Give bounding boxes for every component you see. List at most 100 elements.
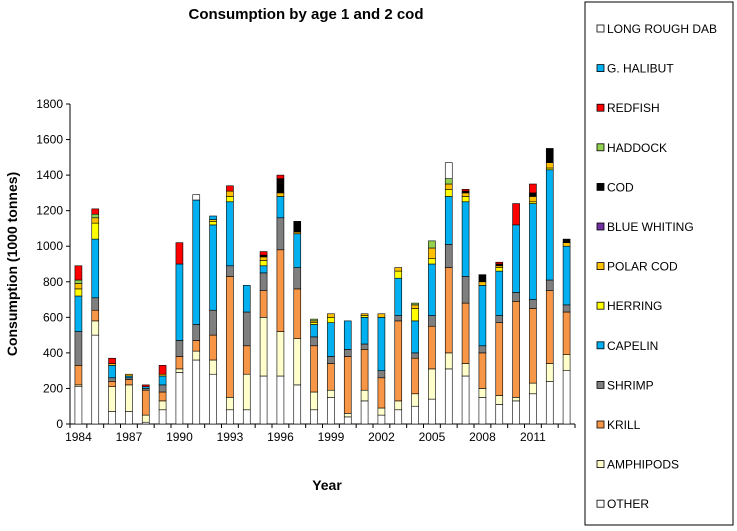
bar-segment-amphipods-2009 — [495, 395, 504, 405]
bar-segment-other-2002 — [377, 414, 386, 425]
bar-segment-redfish-1985 — [91, 208, 100, 215]
bar-segment-herring-2009 — [495, 267, 504, 272]
bar-segment-shrimp-1991 — [192, 324, 201, 341]
bar-segment-polar-cod-2007 — [461, 192, 470, 197]
bar-segment-other-1984 — [74, 386, 83, 425]
bar-segment-capelin-1997 — [293, 233, 302, 268]
bar-segment-krill-2006 — [444, 267, 453, 354]
bar-segment-capelin-1998 — [310, 324, 318, 338]
bar-segment-cod-1996 — [276, 178, 285, 194]
bar-segment-amphipods-2010 — [512, 397, 520, 402]
y-axis-ticks: 0 200 400 600 800 1000 1200 1400 1600 1800 — [36, 97, 70, 431]
bar-segment-other-2010 — [512, 400, 520, 425]
x-tick-label: 1987 — [116, 430, 143, 444]
bar-segment-polar-cod-1995 — [259, 256, 268, 261]
bar-segment-capelin-1989 — [158, 375, 167, 386]
bar-segment-capelin-1999 — [327, 322, 335, 357]
bar-segment-shrimp-2003 — [394, 315, 403, 322]
bar-segment-amphipods-2007 — [461, 363, 470, 377]
bar-segment-capelin-1990 — [175, 263, 184, 341]
bar-segment-polar-cod-2006 — [444, 183, 453, 190]
bar-segment-amphipods-1985 — [91, 320, 100, 336]
bar-segment-cod-2012 — [545, 148, 554, 163]
x-tick-label: 1999 — [318, 430, 345, 444]
x-tick-label: 2011 — [520, 430, 546, 444]
legend-swatch-redfish — [596, 103, 605, 112]
bar-segment-other-2001 — [360, 400, 369, 425]
bar-segment-krill-1998 — [310, 345, 318, 393]
bar-segment-other-1994 — [242, 409, 251, 425]
bar-segment-haddock-2004 — [411, 302, 419, 306]
bar-segment-capelin-2003 — [394, 277, 403, 316]
bar-segment-redfish-1989 — [158, 365, 167, 375]
x-tick-label: 2008 — [469, 430, 496, 444]
bar-segment-amphipods-1989 — [158, 400, 167, 411]
bar-segment-shrimp-1993 — [226, 265, 234, 277]
bar-segment-krill-1996 — [276, 249, 285, 332]
legend-swatch-capelin — [596, 341, 605, 350]
legend-label-amphipods: AMPHIPODS — [607, 458, 679, 472]
bar-segment-herring-1984 — [74, 288, 83, 297]
bar-segment-shrimp-1992 — [209, 309, 217, 336]
x-tick-label: 2002 — [368, 430, 395, 444]
bar-segment-polar-cod-1987 — [125, 373, 133, 377]
bar-segment-krill-2004 — [411, 357, 419, 395]
bar-segment-other-1991 — [192, 359, 201, 425]
bar-segment-amphipods-2005 — [428, 368, 436, 400]
y-tick-label: 1800 — [36, 97, 63, 111]
bar-segment-amphipods-2011 — [529, 382, 537, 395]
bar-segment-polar-cod-2003 — [394, 267, 403, 272]
bar-segment-other-1987 — [125, 411, 133, 425]
legend-swatch-polar-cod — [596, 262, 605, 271]
bar-segment-other-2009 — [495, 404, 504, 425]
bar-segment-haddock-1984 — [74, 279, 83, 284]
bar-segment-amphipods-1987 — [125, 384, 133, 412]
bar-segment-capelin-2006 — [444, 196, 453, 245]
bar-segment-polar-cod-2011 — [529, 196, 537, 203]
bar-segment-shrimp-2005 — [428, 315, 436, 327]
legend-label-other: OTHER — [607, 497, 649, 511]
bar-segment-shrimp-2006 — [444, 244, 453, 268]
bar-segment-other-1993 — [226, 409, 234, 425]
legend-label-haddock: HADDOCK — [607, 141, 667, 155]
bar-segment-other-2008 — [478, 397, 487, 425]
legend-swatch-blue-whiting — [596, 222, 605, 231]
bar-segment-redfish-1990 — [175, 242, 184, 265]
bar-segment-cod-2011 — [529, 192, 537, 197]
bar-segment-krill-1994 — [242, 345, 251, 375]
bar-segment-polar-cod-2013 — [562, 242, 571, 247]
bar-segment-cod-2013 — [562, 238, 571, 243]
bar-segment-herring-1992 — [209, 221, 217, 226]
bar-segment-haddock-2005 — [428, 240, 436, 249]
bar-segment-shrimp-1996 — [276, 217, 285, 251]
bar-segment-polar-cod-1985 — [91, 217, 100, 224]
bar-segment-krill-2001 — [360, 349, 369, 391]
bar-segment-polar-cod-1999 — [327, 313, 335, 318]
bar-segment-shrimp-1994 — [242, 311, 251, 347]
bar-segment-krill-1984 — [74, 365, 83, 386]
bar-segment-krill-1987 — [125, 379, 133, 386]
bar-segment-krill-1997 — [293, 288, 302, 339]
bar-segment-other-1989 — [158, 409, 167, 425]
bar-segment-other-2011 — [529, 393, 537, 425]
bar-segment-herring-1995 — [259, 260, 268, 267]
y-axis-title: Consumption (1000 tonnes) — [4, 172, 20, 356]
bar-segment-krill-1995 — [259, 290, 268, 318]
bar-segment-krill-2007 — [461, 302, 470, 364]
bar-segment-amphipods-2003 — [394, 400, 403, 411]
bar-segment-shrimp-2010 — [512, 292, 520, 302]
bar-segment-amphipods-2013 — [562, 354, 571, 371]
bar-segment-herring-2007 — [461, 196, 470, 203]
bar-segment-herring-1985 — [91, 222, 100, 240]
bar-segment-polar-cod-2002 — [377, 313, 386, 318]
bar-segment-redfish-1986 — [108, 357, 116, 364]
bar-segment-polar-cod-2004 — [411, 304, 419, 309]
bar-segment-cod-1997 — [293, 221, 302, 233]
legend-swatch-other — [596, 499, 605, 508]
bar-segment-other-2007 — [461, 375, 470, 425]
bar-segment-polar-cod-2012 — [545, 162, 554, 169]
legend-swatch-haddock — [596, 143, 605, 152]
chart-title: Consumption by age 1 and 2 cod — [188, 6, 423, 23]
